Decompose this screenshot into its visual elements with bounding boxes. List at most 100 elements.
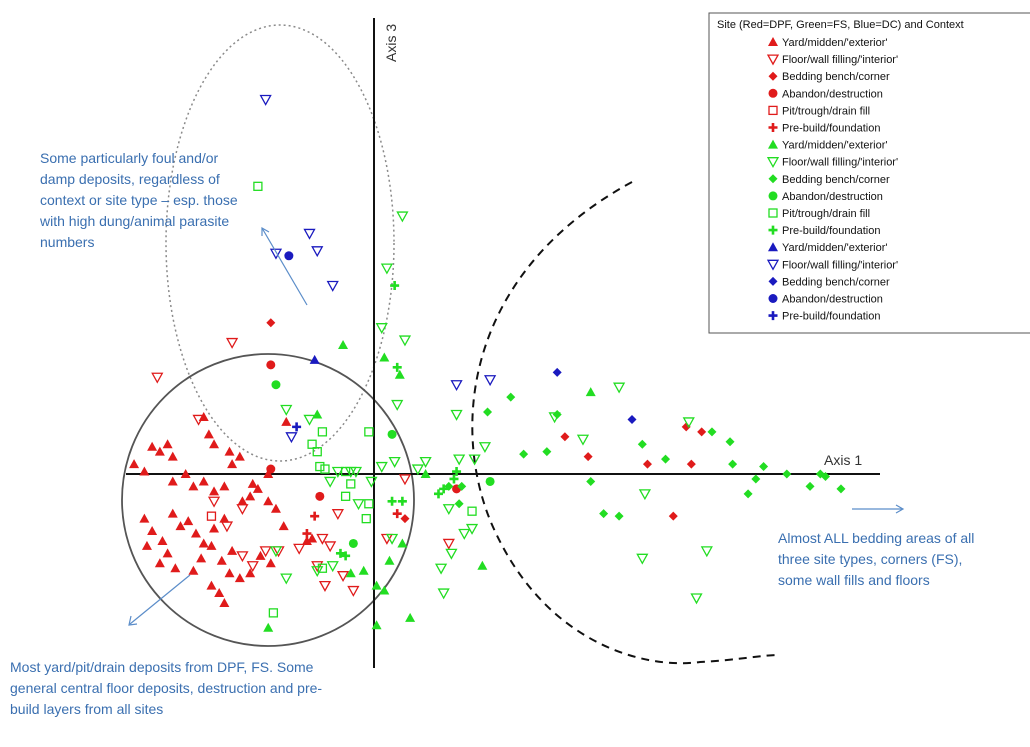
point-dc-bedding-0: [552, 367, 562, 377]
point-dpf-yard-19: [139, 513, 150, 523]
point-fs-pit-9: [364, 499, 374, 509]
legend-marker-dpf-prebuild: [768, 123, 778, 132]
point-dpf-bedding-4: [686, 459, 696, 469]
point-fs-bedding-11: [707, 427, 717, 437]
point-dpf-yard-41: [219, 597, 230, 607]
point-fs-prebuild-7: [452, 467, 462, 477]
point-dpf-yard-30: [188, 565, 199, 575]
point-dpf-floor-9: [324, 541, 337, 553]
point-dpf-yard-39: [255, 550, 266, 560]
legend-label-fs-abandon: Abandon/destruction: [782, 191, 883, 203]
point-dpf-floor-0: [151, 372, 164, 384]
point-dpf-yard-17: [270, 503, 281, 513]
point-fs-prebuild-6: [449, 474, 459, 484]
point-dpf-yard-0: [129, 459, 140, 469]
legend-label-fs-prebuild: Pre-build/foundation: [782, 225, 880, 237]
data-points: [129, 94, 846, 632]
legend-label-dpf-pit: Pit/trough/drain fill: [782, 105, 870, 117]
legend-label-dc-floor: Floor/wall filling/'interior': [782, 259, 898, 271]
point-fs-pit-4: [364, 427, 374, 437]
point-dpf-yard-6: [180, 469, 191, 478]
point-fs-bedding-21: [836, 484, 846, 494]
point-dc-yard-0: [309, 354, 320, 364]
point-fs-yard-7: [384, 555, 395, 565]
point-fs-floor-17: [434, 563, 448, 575]
point-dpf-yard-22: [167, 508, 178, 518]
point-fs-floor-39: [465, 523, 479, 535]
point-dpf-abandon-1: [266, 464, 276, 474]
point-fs-floor-6: [326, 561, 339, 573]
point-dpf-floor-14: [316, 533, 329, 545]
point-fs-pit-12: [268, 608, 279, 618]
legend-marker-dc-bedding: [768, 276, 778, 286]
point-fs-bedding-13: [728, 459, 738, 469]
point-dpf-yard-51: [263, 469, 274, 478]
point-dpf-yard-9: [209, 486, 220, 496]
point-dc-floor-3: [269, 248, 283, 260]
point-dc-floor-2: [303, 228, 316, 240]
point-dpf-yard-29: [227, 545, 238, 555]
legend-marker-dpf-yard: [768, 37, 778, 46]
solid-circle-yard-deposits: [121, 353, 415, 647]
point-fs-yard-12: [263, 622, 274, 632]
point-fs-floor-25: [700, 546, 713, 558]
point-fs-floor-3: [269, 546, 283, 558]
annotation-foul-deposits: Some particularly foul and/or damp depos…: [40, 150, 238, 250]
legend-label-dc-bedding: Bedding bench/corner: [782, 276, 890, 288]
point-fs-bedding-15: [759, 462, 769, 472]
point-fs-pit-13: [467, 506, 477, 516]
point-fs-yard-3: [394, 369, 405, 379]
legend-label-dpf-prebuild: Pre-build/foundation: [782, 123, 880, 135]
point-dpf-floor-7: [293, 543, 306, 555]
legend-marker-fs-yard: [768, 139, 778, 149]
point-dpf-yard-8: [198, 476, 209, 486]
point-fs-pit-0: [253, 181, 263, 191]
point-dpf-yard-46: [203, 429, 214, 439]
arrow-foul-head: [261, 226, 270, 236]
point-fs-yard-5: [358, 565, 369, 575]
legend-marker-dc-floor: [766, 259, 780, 271]
point-fs-pit-2: [312, 447, 322, 457]
point-dc-floor-7: [285, 432, 298, 444]
point-fs-abandon-2: [485, 476, 495, 486]
point-dc-floor-4: [326, 280, 339, 292]
point-fs-floor-13: [396, 211, 409, 223]
point-dpf-yard-13: [237, 496, 248, 506]
legend-label-dpf-bedding: Bedding bench/corner: [782, 71, 890, 83]
point-fs-floor-37: [411, 464, 424, 476]
point-fs-yard-4: [477, 560, 488, 570]
point-dpf-yard-14: [245, 491, 256, 501]
point-fs-floor-36: [442, 504, 455, 516]
point-dpf-bedding-6: [642, 459, 652, 469]
point-fs-yard-0: [338, 340, 349, 350]
point-fs-prebuild-1: [392, 362, 402, 372]
point-fs-prebuild-0: [390, 281, 400, 291]
point-dc-floor-5: [450, 380, 463, 392]
point-dpf-floor-20: [442, 538, 455, 550]
point-fs-yard-13: [371, 580, 382, 590]
point-fs-bedding-14: [751, 474, 761, 484]
point-dc-abandon-0: [284, 251, 294, 261]
point-dpf-yard-11: [227, 459, 238, 469]
point-fs-yard-8: [397, 538, 408, 548]
point-dpf-floor-10: [318, 580, 332, 592]
point-dpf-floor-18: [380, 533, 394, 545]
legend-marker-fs-prebuild: [768, 225, 778, 235]
point-fs-floor-2: [391, 399, 404, 411]
point-fs-floor-7: [352, 499, 365, 511]
legend-label-dpf-abandon: Abandon/destruction: [782, 88, 883, 100]
point-fs-floor-1: [280, 404, 293, 416]
point-dpf-floor-12: [347, 585, 360, 597]
point-fs-bedding-4: [542, 447, 552, 457]
point-dpf-floor-4: [246, 561, 259, 573]
point-fs-floor-29: [468, 454, 481, 466]
point-dc-floor-0: [259, 94, 272, 106]
point-dpf-yard-54: [224, 446, 235, 456]
point-dpf-yard-33: [216, 555, 227, 565]
point-fs-floor-5: [311, 566, 324, 578]
point-fs-prebuild-2: [387, 496, 397, 506]
point-fs-bedding-1: [457, 481, 467, 491]
point-fs-floor-18: [445, 548, 458, 560]
point-dpf-yard-48: [301, 535, 312, 545]
